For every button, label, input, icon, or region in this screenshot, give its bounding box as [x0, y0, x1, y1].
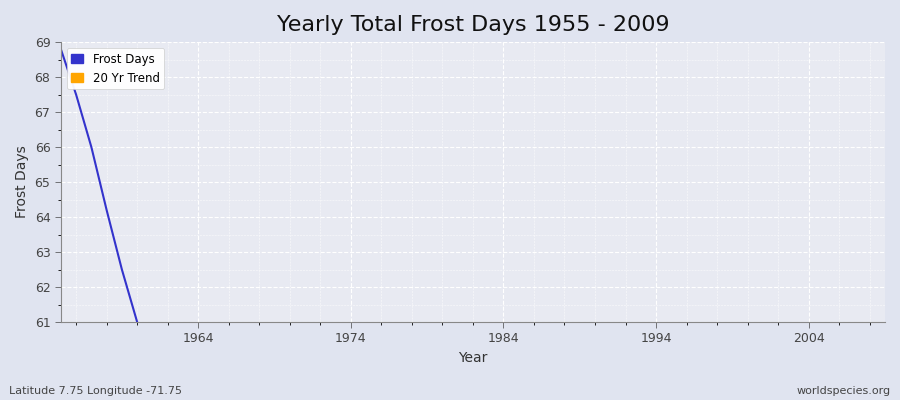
- Frost Days: [116, 267, 127, 272]
- Text: Latitude 7.75 Longitude -71.75: Latitude 7.75 Longitude -71.75: [9, 386, 182, 396]
- Frost Days: [131, 320, 142, 324]
- Frost Days: [101, 208, 112, 212]
- Frost Days: [71, 92, 82, 97]
- Frost Days: [86, 145, 97, 150]
- Title: Yearly Total Frost Days 1955 - 2009: Yearly Total Frost Days 1955 - 2009: [276, 15, 670, 35]
- Frost Days: [56, 47, 67, 52]
- Text: worldspecies.org: worldspecies.org: [796, 386, 891, 396]
- Y-axis label: Frost Days: Frost Days: [15, 146, 29, 218]
- Legend: Frost Days, 20 Yr Trend: Frost Days, 20 Yr Trend: [67, 48, 165, 89]
- X-axis label: Year: Year: [458, 351, 488, 365]
- Line: Frost Days: Frost Days: [61, 49, 137, 322]
